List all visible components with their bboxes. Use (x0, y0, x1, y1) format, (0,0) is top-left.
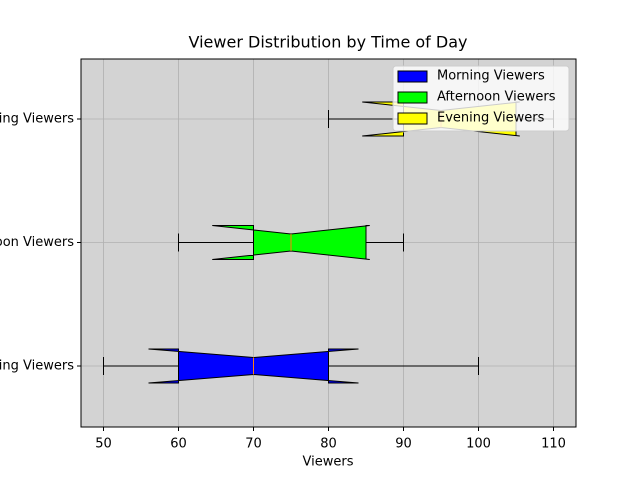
legend-frame (392, 65, 570, 132)
chart-title: Viewer Distribution by Time of Day (189, 33, 468, 52)
x-axis-label: Viewers (303, 455, 354, 470)
y-tick-label: Evening Viewers (0, 112, 74, 127)
legend-swatch (397, 91, 428, 104)
x-tick-label: 50 (95, 437, 112, 452)
x-tick-label: 100 (466, 437, 491, 452)
legend-swatch (397, 70, 428, 83)
y-tick-label: Afternoon Viewers (0, 235, 74, 250)
plot-frame (80, 58, 577, 428)
y-tick-label: Morning Viewers (0, 359, 74, 374)
legend-label: Morning Viewers (437, 69, 545, 84)
legend: Morning Viewers Afternoon Viewers Evening … (392, 65, 570, 132)
x-tick-label: 80 (320, 437, 337, 452)
legend-swatch (397, 112, 428, 125)
legend-label: Afternoon Viewers (437, 90, 556, 105)
x-tick-label: 60 (170, 437, 187, 452)
x-tick-label: 90 (395, 437, 412, 452)
x-tick-label: 70 (245, 437, 262, 452)
legend-label: Evening Viewers (437, 111, 545, 126)
x-tick-label: 110 (541, 437, 566, 452)
